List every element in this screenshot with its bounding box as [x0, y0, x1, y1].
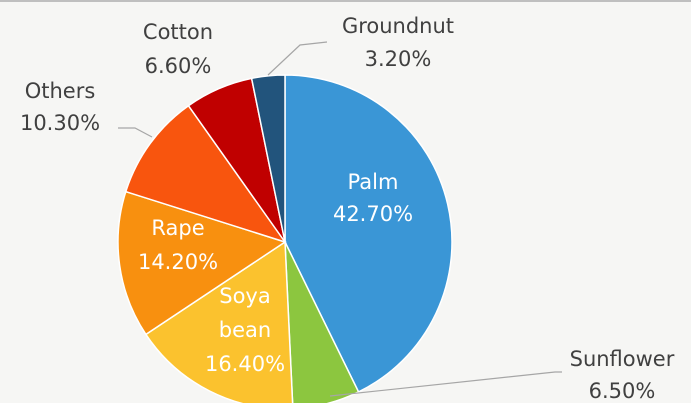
label-line: bean	[219, 318, 271, 342]
pie-slice	[250, 74, 286, 243]
leader-line	[118, 127, 153, 138]
pie-slice	[117, 190, 287, 336]
leader-line	[329, 371, 562, 397]
value-label: 16.40%	[205, 352, 285, 376]
slice-label: Groundnut	[342, 14, 454, 38]
slice-label: Others	[25, 79, 96, 103]
value-label: 6.50%	[589, 379, 656, 403]
value-label: 3.20%	[365, 47, 432, 71]
pie-slice	[124, 104, 287, 244]
value-label: 6.60%	[145, 54, 212, 78]
value-label: 10.30%	[20, 111, 100, 135]
label-line: Soya	[219, 284, 270, 308]
slice-label: Soya bean	[219, 284, 271, 342]
value-label: 42.70%	[333, 202, 413, 226]
slice-label: Rape	[151, 216, 204, 240]
value-label: 14.20%	[138, 250, 218, 274]
slice-label: Cotton	[143, 20, 213, 44]
pie-slice	[284, 74, 453, 393]
pie-slice	[284, 241, 360, 403]
pie-slice	[144, 240, 294, 403]
slice-label: Sunflower	[570, 347, 675, 371]
slice-label: Palm	[348, 170, 399, 194]
leader-line	[267, 41, 328, 76]
